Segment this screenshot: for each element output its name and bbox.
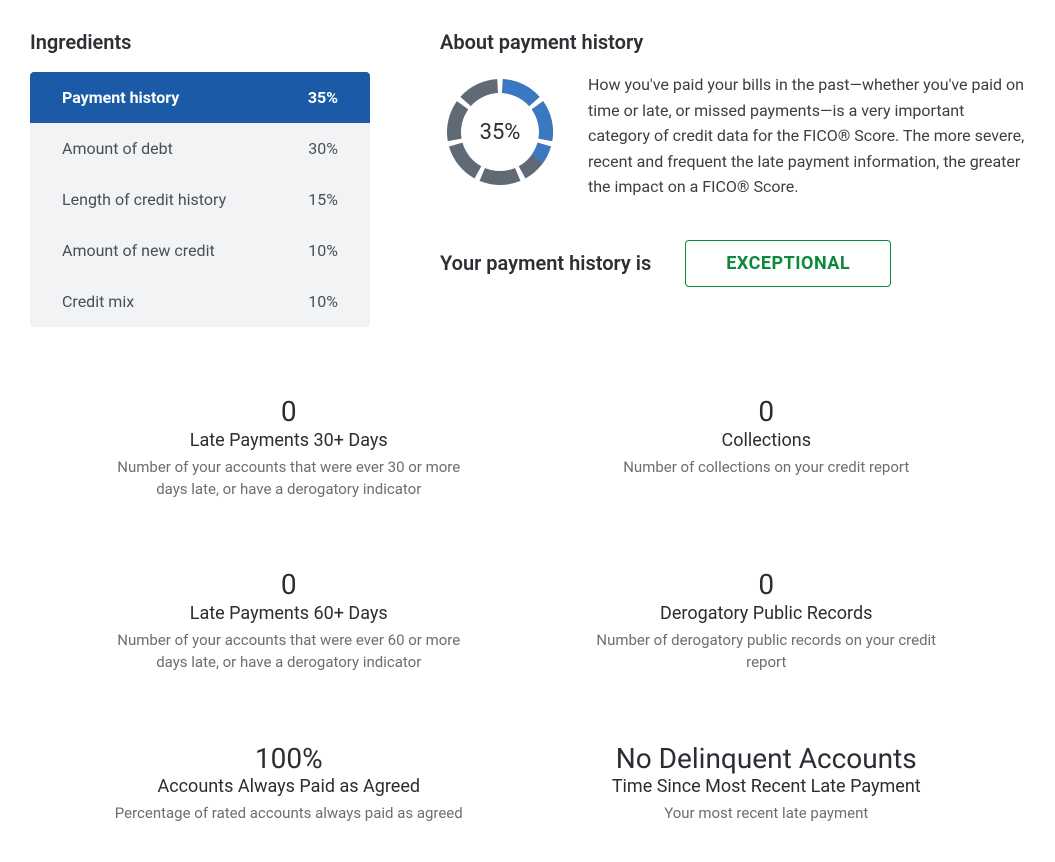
stat-card: 0Late Payments 30+ Days Number of your ac… <box>90 397 488 500</box>
stat-desc: Number of collections on your credit rep… <box>586 457 946 479</box>
stat-card: No Delinquent AccountsTime Since Most Re… <box>568 744 966 826</box>
ingredient-label: Credit mix <box>62 292 134 311</box>
stat-desc: Number of your accounts that were ever 3… <box>109 457 469 501</box>
stat-desc: Number of derogatory public records on y… <box>586 630 946 674</box>
stat-card: 0Late Payments 60+ Days Number of your ac… <box>90 570 488 673</box>
about-description: How you've paid your bills in the past—w… <box>588 72 1025 200</box>
donut-center-label: 35% <box>440 72 560 192</box>
stats-grid: 0Late Payments 30+ DaysNumber of your ac… <box>30 397 1025 825</box>
stat-title: Time Since Most Recent Late Payment <box>568 776 966 797</box>
stat-value: 0 <box>90 570 488 601</box>
stat-value: 0 <box>568 570 966 601</box>
stat-desc: Your most recent late payment <box>586 803 946 825</box>
ingredients-title: Ingredients <box>30 30 370 54</box>
ingredient-row[interactable]: Amount of new credit 10% <box>30 225 370 276</box>
stat-desc: Number of your accounts that were ever 6… <box>109 630 469 674</box>
stat-title: Late Payments 60+ Days <box>90 603 488 624</box>
stat-value: No Delinquent Accounts <box>568 744 966 775</box>
ingredient-row[interactable]: Length of credit history 15% <box>30 174 370 225</box>
ingredient-row[interactable]: Amount of debt 30% <box>30 123 370 174</box>
status-badge: EXCEPTIONAL <box>685 240 891 287</box>
ingredient-row[interactable]: Credit mix 10% <box>30 276 370 327</box>
ingredient-pct: 10% <box>308 292 338 311</box>
stat-card: 100%Accounts Always Paid as Agreed Percen… <box>90 744 488 826</box>
ingredients-list: Payment history 35% Amount of debt 30% Lengt… <box>30 72 370 327</box>
stat-title: Collections <box>568 430 966 451</box>
ingredient-pct: 35% <box>308 88 338 107</box>
ingredient-pct: 30% <box>308 139 338 158</box>
stat-card: 0Collections Number of collections on you… <box>568 397 966 500</box>
ingredient-pct: 10% <box>308 241 338 260</box>
stat-desc: Percentage of rated accounts always paid… <box>109 803 469 825</box>
stat-title: Derogatory Public Records <box>568 603 966 624</box>
stat-title: Late Payments 30+ Days <box>90 430 488 451</box>
ingredient-label: Amount of new credit <box>62 241 215 260</box>
about-title: About payment history <box>440 30 1025 54</box>
stat-value: 0 <box>90 397 488 428</box>
stat-value: 0 <box>568 397 966 428</box>
stat-value: 100% <box>90 744 488 775</box>
stat-card: 0Derogatory Public Records Number of dero… <box>568 570 966 673</box>
ingredient-label: Length of credit history <box>62 190 226 209</box>
stat-title: Accounts Always Paid as Agreed <box>90 776 488 797</box>
status-label: Your payment history is <box>440 251 651 275</box>
donut-chart: 35% <box>440 72 560 192</box>
ingredient-label: Payment history <box>62 88 179 107</box>
ingredient-label: Amount of debt <box>62 139 173 158</box>
ingredient-pct: 15% <box>308 190 338 209</box>
ingredient-row[interactable]: Payment history 35% <box>30 72 370 123</box>
